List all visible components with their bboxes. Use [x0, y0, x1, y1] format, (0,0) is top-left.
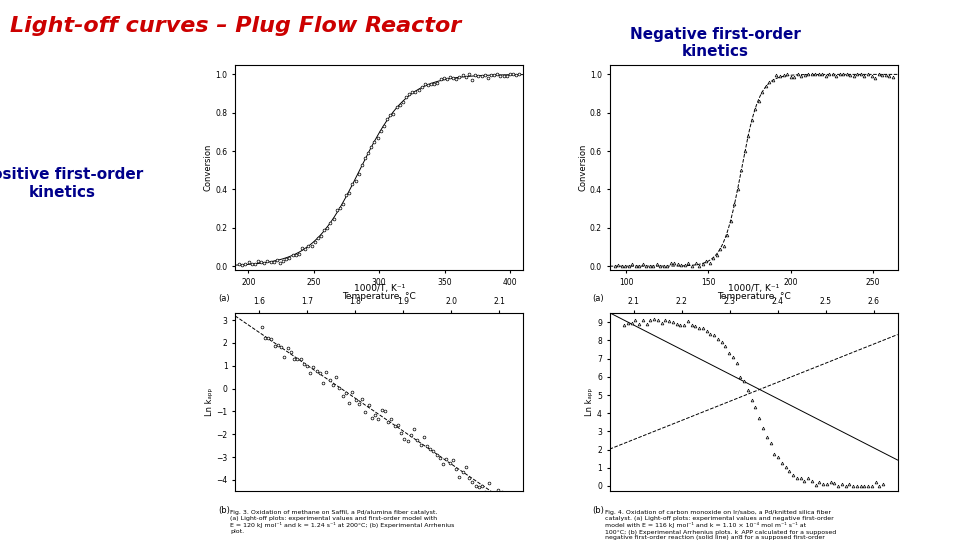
Text: Positive first-order
kinetics: Positive first-order kinetics	[0, 167, 144, 200]
Text: (a): (a)	[592, 294, 604, 303]
Y-axis label: Ln kₐₚₚ: Ln kₐₚₚ	[586, 388, 594, 416]
X-axis label: 1000/T, K⁻¹: 1000/T, K⁻¹	[728, 284, 780, 293]
Y-axis label: Ln kₐₚₚ: Ln kₐₚₚ	[204, 388, 213, 416]
Text: (a): (a)	[218, 294, 229, 303]
X-axis label: Temperature, °C: Temperature, °C	[717, 292, 790, 301]
Text: Negative first-order
kinetics: Negative first-order kinetics	[630, 27, 801, 59]
Y-axis label: Conversion: Conversion	[204, 144, 213, 191]
Text: Light-off curves – Plug Flow Reactor: Light-off curves – Plug Flow Reactor	[10, 16, 461, 36]
Text: Fig. 4. Oxidation of carbon monoxide on Ir/sabo, a Pd/knitted silica fiber
catal: Fig. 4. Oxidation of carbon monoxide on …	[605, 510, 836, 540]
Y-axis label: Conversion: Conversion	[578, 144, 588, 191]
Text: Fig. 3. Oxidation of methane on Saffil, a Pd/alumina fiber catalyst.
(a) Light-o: Fig. 3. Oxidation of methane on Saffil, …	[230, 510, 455, 534]
X-axis label: 1000/T, K⁻¹: 1000/T, K⁻¹	[353, 284, 405, 293]
Text: (b): (b)	[592, 506, 604, 515]
X-axis label: Temperature, °C: Temperature, °C	[343, 292, 416, 301]
Text: (b): (b)	[218, 506, 229, 515]
